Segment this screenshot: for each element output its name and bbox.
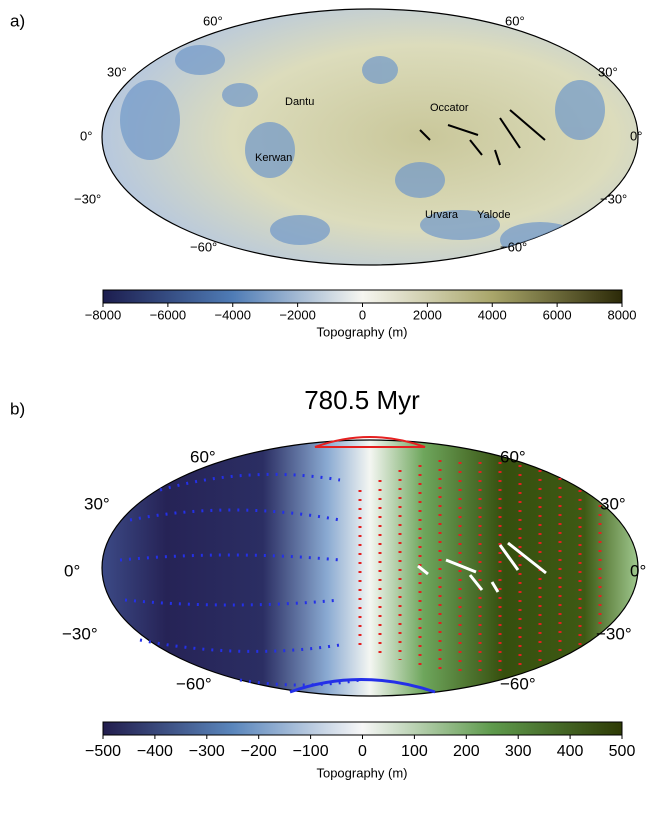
lat-label: −60° xyxy=(500,239,527,254)
vector-field xyxy=(119,460,602,687)
map xyxy=(101,8,639,266)
lat-label: 30° xyxy=(598,64,618,79)
lat-label: 0° xyxy=(630,561,646,580)
lat-label: −60° xyxy=(500,674,536,693)
lat-label: 0° xyxy=(630,128,642,143)
colorbar-tick-label: 400 xyxy=(557,743,584,760)
faults xyxy=(419,109,546,166)
panel-label: a) xyxy=(10,11,25,30)
colorbar-tick-label: −2000 xyxy=(279,307,316,322)
lat-label: 30° xyxy=(107,64,127,79)
place-label: Kerwan xyxy=(255,152,292,164)
colorbar-tick-label: −400 xyxy=(137,743,173,760)
panel-a: a) 60° 60° 30° 30° 0° 0° −30° −30° −60° −60° … xyxy=(10,8,642,339)
colorbar-tick-label: −300 xyxy=(189,743,225,760)
colorbar-tick-label: 4000 xyxy=(478,307,507,322)
colorbar-tick-label: 0 xyxy=(359,307,366,322)
colorbar-tick-label: −500 xyxy=(85,743,121,760)
pole-ring xyxy=(314,436,426,448)
colorbar-tick-label: 200 xyxy=(453,743,480,760)
colorbar-label: Topography (m) xyxy=(316,765,407,780)
colorbar-tick-label: 2000 xyxy=(413,307,442,322)
panel-label: b) xyxy=(10,399,25,418)
colorbar-tick-label: 0 xyxy=(358,743,367,760)
lat-label: −30° xyxy=(74,191,101,206)
lat-label: 0° xyxy=(64,561,80,580)
panel-title: 780.5 Myr xyxy=(304,385,420,415)
lat-label: 60° xyxy=(505,13,525,28)
colorbar-tick-label: −4000 xyxy=(214,307,251,322)
lat-label: −30° xyxy=(62,624,98,643)
colorbar-tick-label: 6000 xyxy=(543,307,572,322)
colorbar-tick-label: 300 xyxy=(505,743,532,760)
colorbar-label: Topography (m) xyxy=(316,324,407,339)
map xyxy=(101,439,639,697)
faults xyxy=(417,541,547,593)
lat-label: 30° xyxy=(600,494,626,513)
lat-label: −30° xyxy=(596,624,632,643)
place-label: Occator xyxy=(430,102,469,114)
colorbar-tick-label: −200 xyxy=(241,743,277,760)
pole-ring xyxy=(289,678,436,694)
panel-b: b) 780.5 Myr 60° 60° 30° 30° 0° 0° −30° −30°… xyxy=(10,385,646,781)
colorbar-tick-label: −6000 xyxy=(150,307,187,322)
colorbar-tick-label: 100 xyxy=(401,743,428,760)
lat-label: −60° xyxy=(176,674,212,693)
lat-label: 60° xyxy=(190,447,216,466)
lat-label: 60° xyxy=(500,447,526,466)
place-label: Urvara xyxy=(425,209,459,221)
lat-label: −60° xyxy=(190,239,217,254)
colorbar xyxy=(102,721,623,736)
lat-label: 60° xyxy=(203,13,223,28)
colorbar-tick-label: 8000 xyxy=(608,307,637,322)
place-label: Dantu xyxy=(285,96,314,108)
colorbar xyxy=(102,289,623,304)
colorbar-tick-label: −100 xyxy=(293,743,329,760)
lat-label: 30° xyxy=(84,494,110,513)
colorbar-tick-label: −8000 xyxy=(85,307,122,322)
lat-label: 0° xyxy=(80,128,92,143)
lat-label: −30° xyxy=(600,191,627,206)
place-label: Yalode xyxy=(477,209,510,221)
colorbar-tick-label: 500 xyxy=(609,743,636,760)
